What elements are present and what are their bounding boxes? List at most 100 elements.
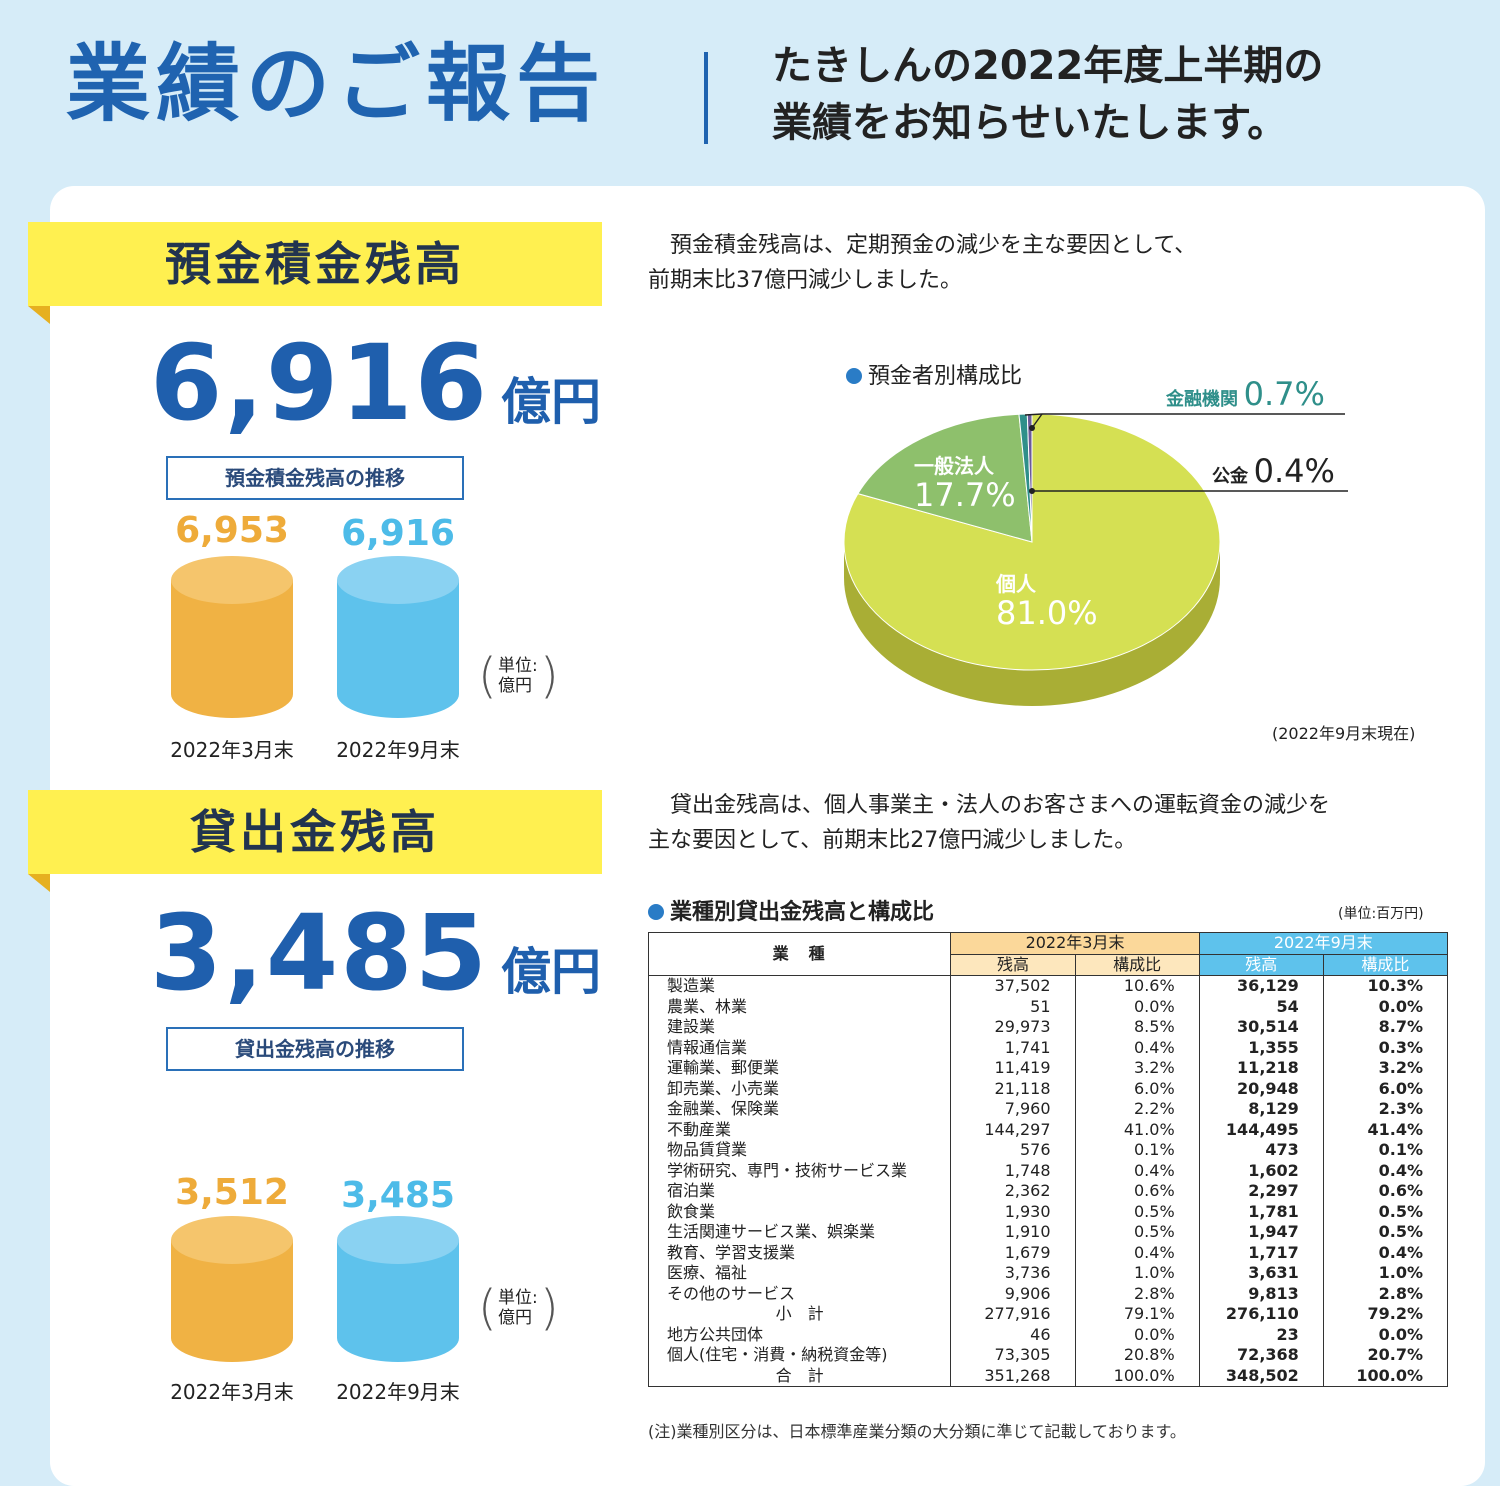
loans-bar-value-mar: 3,512 — [175, 1172, 289, 1213]
table-row: 飲食業 1,930 0.5% 1,781 0.5% — [647, 1201, 1449, 1222]
mar-ratio-cell: 3.2% — [1074, 1058, 1200, 1079]
title-divider — [704, 52, 708, 144]
industry-cell: 教育、学習支援業 — [647, 1242, 952, 1263]
loans-banner: 貸出金残高 — [28, 790, 602, 874]
sep-ratio-cell: 100.0% — [1322, 1365, 1449, 1387]
sep-ratio-cell: 2.3% — [1322, 1099, 1449, 1120]
header-mar-balance: 残高 — [950, 953, 1076, 976]
mar-ratio-cell: 20.8% — [1074, 1345, 1200, 1366]
industry-cell: 個人(住宅・消費・納税資金等) — [647, 1345, 952, 1366]
industry-cell: 物品賃貸業 — [647, 1140, 952, 1161]
sep-balance-cell: 30,514 — [1198, 1017, 1324, 1038]
sep-balance-cell: 36,129 — [1198, 975, 1324, 997]
mar-ratio-cell: 0.1% — [1074, 1140, 1200, 1161]
mar-balance-cell: 1,910 — [950, 1222, 1076, 1243]
loans-bar-value-sep: 3,485 — [341, 1175, 455, 1216]
sep-balance-cell: 20,948 — [1198, 1078, 1324, 1099]
deposits-unit-note: 単位: 億円 — [498, 656, 538, 696]
mar-balance-cell: 29,973 — [950, 1017, 1076, 1038]
callout-financial: 金融機関 0.7% — [1166, 375, 1325, 413]
mar-ratio-cell: 0.5% — [1074, 1201, 1200, 1222]
sep-balance-cell: 3,631 — [1198, 1263, 1324, 1284]
mar-ratio-cell: 6.0% — [1074, 1078, 1200, 1099]
header-period-mar: 2022年3月末 — [950, 932, 1200, 955]
sep-ratio-cell: 0.6% — [1322, 1181, 1449, 1202]
deposits-trend-label: 預金積金残高の推移 — [166, 456, 464, 500]
table-row: 医療、福祉 3,736 1.0% 3,631 1.0% — [647, 1263, 1449, 1284]
table-row: 合 計 351,268 100.0% 348,502 100.0% — [647, 1365, 1449, 1387]
deposits-bar-value-mar: 6,953 — [175, 510, 289, 551]
industry-cell: 運輸業、郵便業 — [647, 1058, 952, 1079]
mar-balance-cell: 3,736 — [950, 1263, 1076, 1284]
industry-cell: 飲食業 — [647, 1201, 952, 1222]
deposits-amount: 6,916 億円 — [150, 322, 601, 444]
industry-cell: 小 計 — [647, 1304, 952, 1325]
pie-label-individual-name: 個人 — [996, 572, 1036, 596]
sep-ratio-cell: 8.7% — [1322, 1017, 1449, 1038]
sep-balance-cell: 72,368 — [1198, 1345, 1324, 1366]
table-row: その他のサービス 9,906 2.8% 9,813 2.8% — [647, 1283, 1449, 1304]
pie-title-text: 預金者別構成比 — [868, 364, 1023, 389]
sep-balance-cell: 8,129 — [1198, 1099, 1324, 1120]
sep-balance-cell: 1,717 — [1198, 1242, 1324, 1263]
sep-ratio-cell: 10.3% — [1322, 975, 1449, 997]
sep-ratio-cell: 6.0% — [1322, 1078, 1449, 1099]
loans-period-mar: 2022年3月末 — [170, 1380, 294, 1404]
mar-balance-cell: 1,679 — [950, 1242, 1076, 1263]
mar-ratio-cell: 0.0% — [1074, 996, 1200, 1017]
sep-balance-cell: 1,947 — [1198, 1222, 1324, 1243]
industry-cell: 建設業 — [647, 1017, 952, 1038]
mar-balance-cell: 1,748 — [950, 1160, 1076, 1181]
table-row: 個人(住宅・消費・納税資金等) 73,305 20.8% 72,368 20.7% — [647, 1345, 1449, 1366]
mar-ratio-cell: 1.0% — [1074, 1263, 1200, 1284]
deposits-bar-value-sep: 6,916 — [341, 513, 455, 554]
deposits-description: 預金積金残高は、定期預金の減少を主な要因として、 前期末比37億円減少しました。 — [648, 228, 1196, 298]
sep-balance-cell: 276,110 — [1198, 1304, 1324, 1325]
deposits-banner-fold — [28, 306, 50, 324]
mar-ratio-cell: 0.4% — [1074, 1242, 1200, 1263]
mar-balance-cell: 2,362 — [950, 1181, 1076, 1202]
callout-public-name: 公金 — [1212, 466, 1248, 487]
sep-ratio-cell: 3.2% — [1322, 1058, 1449, 1079]
deposits-unit-paren-open: ( — [478, 648, 497, 704]
loans-description-1: 貸出金残高は、個人事業主・法人のお客さまへの運転資金の減少を — [648, 793, 1331, 818]
deposits-bar-sep — [337, 556, 459, 718]
loans-description-2: 主な要因として、前期末比27億円減少しました。 — [648, 828, 1137, 854]
table-title-text: 業種別貸出金残高と構成比 — [670, 900, 935, 925]
table-unit: (単位:百万円) — [1338, 906, 1424, 922]
sep-ratio-cell: 0.3% — [1322, 1037, 1449, 1058]
sep-balance-cell: 144,495 — [1198, 1119, 1324, 1140]
sep-balance-cell: 1,781 — [1198, 1201, 1324, 1222]
industry-cell: 医療、福祉 — [647, 1263, 952, 1284]
header-mar-ratio: 構成比 — [1074, 953, 1200, 976]
table-row: 運輸業、郵便業 11,419 3.2% 11,218 3.2% — [647, 1058, 1449, 1079]
mar-ratio-cell: 2.8% — [1074, 1283, 1200, 1304]
industry-cell: 情報通信業 — [647, 1037, 952, 1058]
sep-ratio-cell: 0.4% — [1322, 1160, 1449, 1181]
table-note: (注)業種別区分は、日本標準産業分類の大分類に準じて記載しております。 — [648, 1422, 1186, 1441]
pie-label-corporate: 一般法人 17.7% — [914, 450, 1016, 511]
table-row: 情報通信業 1,741 0.4% 1,355 0.3% — [647, 1037, 1449, 1058]
mar-balance-cell: 9,906 — [950, 1283, 1076, 1304]
sep-ratio-cell: 79.2% — [1322, 1304, 1449, 1325]
industry-cell: 学術研究、専門・技術サービス業 — [647, 1160, 952, 1181]
sep-ratio-cell: 0.1% — [1322, 1140, 1449, 1161]
pie-label-corporate-name: 一般法人 — [914, 454, 994, 478]
header-industry: 業 種 — [647, 932, 952, 976]
industry-cell: 生活関連サービス業、娯楽業 — [647, 1222, 952, 1243]
deposits-amount-value: 6,916 — [150, 322, 489, 444]
pie-label-individual: 個人 81.0% — [996, 568, 1098, 629]
loans-description: 貸出金残高は、個人事業主・法人のお客さまへの運転資金の減少を 主な要因として、前… — [648, 788, 1330, 858]
bullet-icon — [648, 904, 664, 920]
sep-balance-cell: 473 — [1198, 1140, 1324, 1161]
loans-amount: 3,485 億円 — [150, 892, 601, 1014]
header-sep-ratio: 構成比 — [1322, 953, 1449, 976]
loans-unit-note-1: 単位: — [498, 1288, 538, 1308]
mar-ratio-cell: 0.5% — [1074, 1222, 1200, 1243]
table-row: 宿泊業 2,362 0.6% 2,297 0.6% — [647, 1181, 1449, 1202]
loans-banner-fold — [28, 874, 50, 892]
sep-ratio-cell: 0.5% — [1322, 1222, 1449, 1243]
deposit-pie-chart — [843, 413, 1221, 706]
callout-financial-name: 金融機関 — [1166, 389, 1238, 410]
industry-cell: 卸売業、小売業 — [647, 1078, 952, 1099]
